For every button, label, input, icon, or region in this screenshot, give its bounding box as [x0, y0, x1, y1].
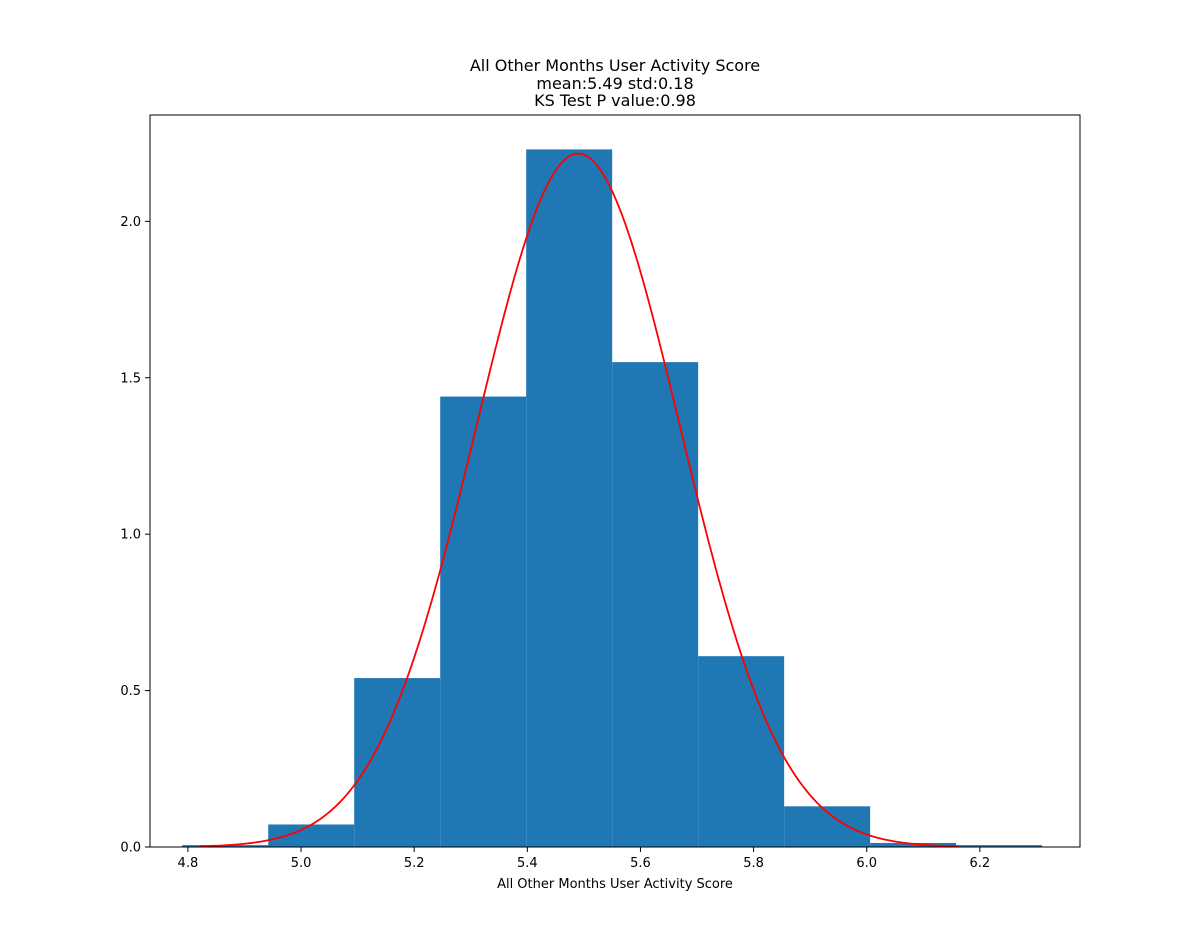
plot-frame	[149, 114, 1081, 848]
y-tick-label: 1.5	[120, 371, 141, 386]
histogram-bar	[698, 656, 785, 847]
x-tick-label: 5.6	[630, 856, 651, 871]
histogram-bar	[268, 824, 355, 847]
chart-title-line-1: All Other Months User Activity Score	[470, 56, 760, 75]
y-tick-label: 2.0	[120, 215, 141, 230]
y-axis-ticks: 0.0 0.5 1.0 1.5 2.0	[120, 215, 150, 856]
y-tick-label: 0.5	[120, 684, 141, 699]
x-axis-label: All Other Months User Activity Score	[497, 877, 733, 892]
chart-title-line-2: mean:5.49 std:0.18	[536, 74, 693, 93]
x-tick-label: 6.2	[970, 856, 991, 871]
histogram-bar	[870, 842, 957, 847]
x-axis-ticks: 4.8 5.0 5.2 5.4 5.6 5.8 6.0 6.2	[178, 847, 991, 871]
histogram-bar	[612, 362, 699, 847]
x-tick-label: 4.8	[178, 856, 199, 871]
x-tick-label: 5.2	[404, 856, 425, 871]
x-tick-label: 6.0	[856, 856, 877, 871]
histogram-bar	[526, 149, 613, 847]
histogram-bar	[956, 845, 1043, 847]
normal-fit-curve	[199, 152, 958, 848]
histogram-bars	[182, 149, 1043, 847]
y-tick-label: 0.0	[120, 841, 141, 856]
x-tick-label: 5.0	[291, 856, 312, 871]
x-tick-label: 5.8	[743, 856, 764, 871]
y-tick-label: 1.0	[120, 528, 141, 543]
chart-title-line-3: KS Test P value:0.98	[534, 91, 696, 110]
histogram-bar	[440, 396, 527, 847]
x-tick-label: 5.4	[517, 856, 538, 871]
